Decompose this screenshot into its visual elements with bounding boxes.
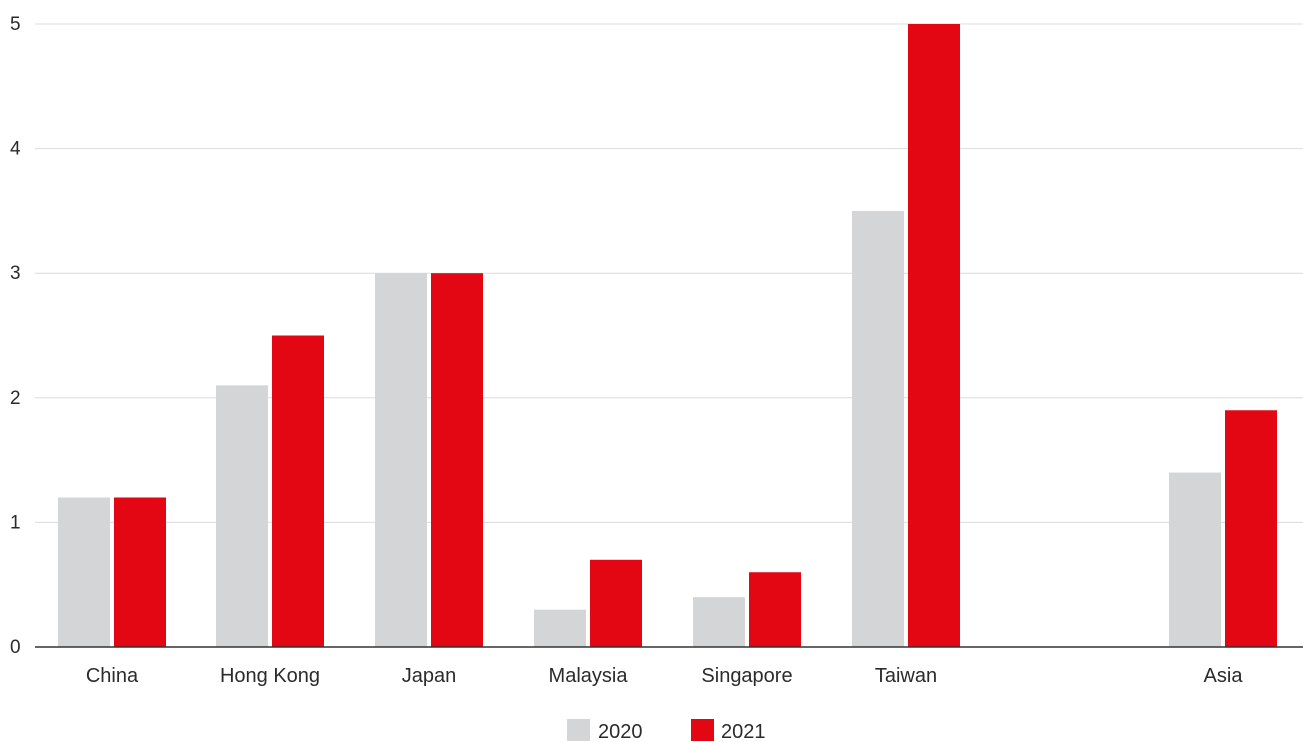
x-category-label: China	[86, 665, 139, 687]
x-category-label: Japan	[402, 665, 457, 687]
bar-2021-malaysia	[590, 559, 642, 647]
bar-2020-hong-kong	[216, 385, 268, 647]
y-tick-label: 0	[10, 637, 21, 658]
legend-label-2021: 2021	[721, 721, 766, 742]
bar-2021-singapore	[749, 572, 801, 647]
y-tick-label: 2	[10, 388, 21, 409]
legend-swatch-2021	[691, 719, 714, 741]
legend-label-2020: 2020	[598, 721, 643, 742]
bar-2020-china	[58, 497, 110, 647]
bar-2021-asia	[1225, 410, 1277, 647]
bar-2021-taiwan	[908, 24, 960, 647]
y-tick-label: 1	[10, 512, 21, 533]
bar-2021-hong-kong	[272, 335, 324, 647]
x-category-label: Hong Kong	[220, 665, 320, 687]
x-category-label: Singapore	[701, 665, 792, 687]
y-tick-label: 5	[10, 14, 21, 35]
bar-2020-singapore	[693, 597, 745, 647]
x-category-label: Taiwan	[875, 665, 937, 687]
bar-2020-taiwan	[852, 210, 904, 647]
bar-2020-asia	[1169, 472, 1221, 647]
y-tick-label: 3	[10, 263, 21, 284]
x-category-label: Malaysia	[549, 665, 629, 687]
bar-2020-malaysia	[534, 609, 586, 647]
bar-2021-china	[114, 497, 166, 647]
legend-swatch-2020	[567, 719, 590, 741]
bar-2020-japan	[375, 273, 427, 647]
x-category-label: Asia	[1204, 665, 1244, 687]
bar-2021-japan	[431, 273, 483, 647]
y-tick-label: 4	[10, 139, 21, 160]
